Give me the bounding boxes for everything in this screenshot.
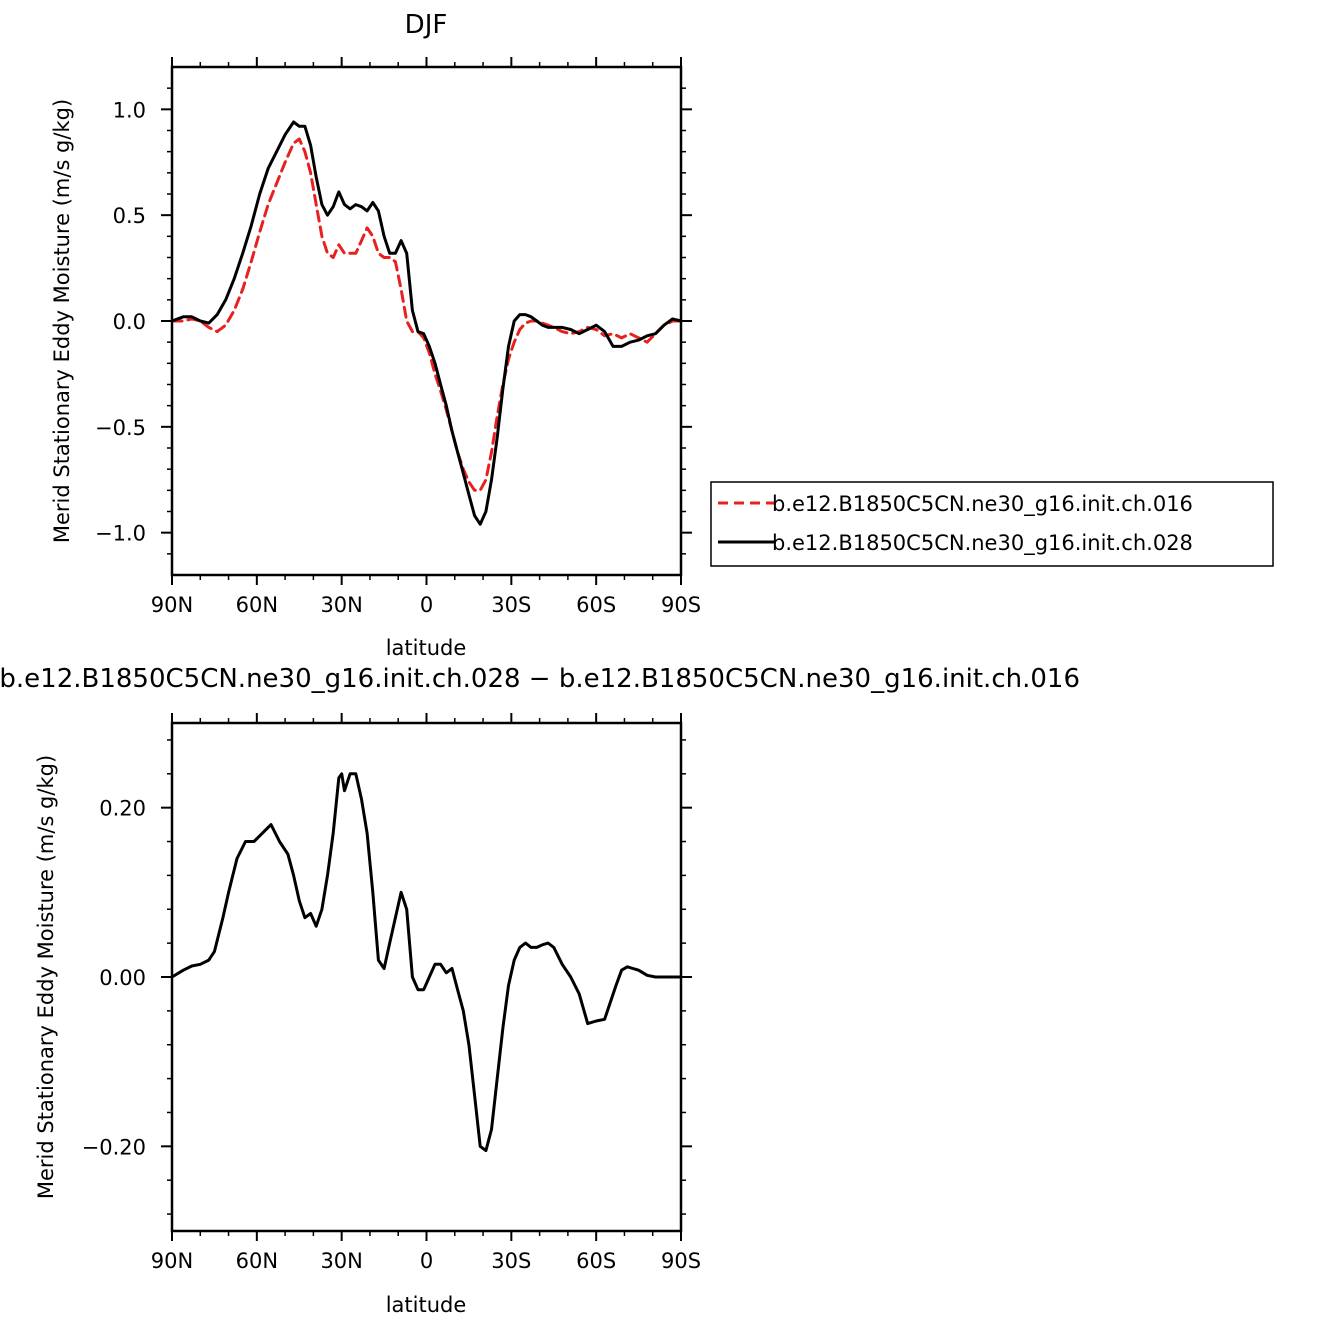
x-tick-label: 30N: [320, 1249, 362, 1273]
bottom-chart-xlabel: latitude: [386, 1293, 467, 1317]
y-tick-label: 0.20: [99, 797, 146, 821]
bottom-chart-panel: b.e12.B1850C5CN.ne30_g16.init.ch.028 − b…: [0, 664, 1080, 1317]
y-tick-label: −1.0: [95, 522, 146, 546]
y-tick-label: 0.5: [113, 204, 146, 228]
x-tick-label: 60S: [576, 1249, 616, 1273]
top-chart-ylabel: Merid Stationary Eddy Moisture (m/s g/kg…: [50, 99, 74, 543]
x-tick-label: 0: [420, 593, 433, 617]
x-tick-label: 0: [420, 1249, 433, 1273]
top-chart-xlabel: latitude: [386, 636, 467, 660]
top-chart-panel: DJF 90N 60N 30N 0 30S 60S 90S 1.0 0.5 0.0 −0.5 −1.0…: [50, 10, 1274, 660]
bottom-chart-marks: [170, 772, 683, 1153]
bottom-chart-title: b.e12.B1850C5CN.ne30_g16.init.ch.028 − b…: [0, 664, 1080, 694]
top-chart-marks: [170, 120, 683, 526]
x-tick-label: 30S: [491, 1249, 531, 1273]
series-line-0: [170, 772, 683, 1153]
y-tick-label: −0.20: [82, 1135, 146, 1159]
top-chart-title: DJF: [405, 10, 448, 40]
y-tick-label: 0.00: [99, 966, 146, 990]
top-chart-frame: [170, 65, 683, 577]
x-tick-label: 30N: [320, 593, 362, 617]
bottom-chart-ylabel: Merid Stationary Eddy Moisture (m/s g/kg…: [34, 755, 58, 1199]
legend-label-028: b.e12.B1850C5CN.ne30_g16.init.ch.028: [772, 531, 1193, 556]
x-tick-label: 90N: [151, 593, 193, 617]
x-tick-label: 90N: [151, 1249, 193, 1273]
y-tick-label: 1.0: [113, 98, 146, 122]
y-tick-label: 0.0: [113, 310, 146, 334]
series-line-0: [170, 137, 683, 492]
top-chart-legend: b.e12.B1850C5CN.ne30_g16.init.ch.016 b.e…: [710, 481, 1274, 567]
y-tick-label: −0.5: [95, 416, 146, 440]
x-tick-label: 60N: [236, 1249, 278, 1273]
x-tick-label: 90S: [661, 593, 701, 617]
x-tick-label: 30S: [491, 593, 531, 617]
bottom-chart-ticks: 90N 60N 30N 0 30S 60S 90S 0.20 0.00 −0.20: [82, 713, 701, 1273]
x-tick-label: 90S: [661, 1249, 701, 1273]
top-chart-ticks: 90N 60N 30N 0 30S 60S 90S 1.0 0.5 0.0 −0.5 −1.0: [95, 57, 701, 617]
x-tick-label: 60S: [576, 593, 616, 617]
series-line-1: [170, 120, 683, 526]
x-tick-label: 60N: [236, 593, 278, 617]
bottom-chart-frame: [170, 721, 683, 1233]
legend-box: [710, 481, 1274, 567]
legend-label-016: b.e12.B1850C5CN.ne30_g16.init.ch.016: [772, 492, 1193, 517]
